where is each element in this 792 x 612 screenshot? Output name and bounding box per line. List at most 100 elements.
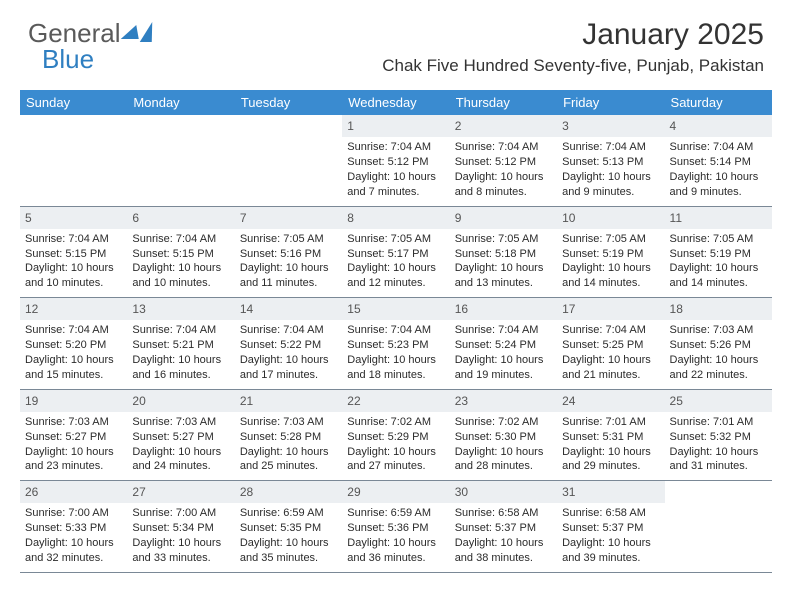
day-cell [127, 115, 234, 206]
sunrise-line: Sunrise: 6:58 AM [455, 506, 552, 521]
title-block: January 2025 Chak Five Hundred Seventy-f… [382, 18, 764, 76]
day-details: Sunrise: 7:05 AMSunset: 5:16 PMDaylight:… [235, 229, 342, 297]
sunrise-line: Sunrise: 7:02 AM [455, 415, 552, 430]
sunrise-line: Sunrise: 7:04 AM [347, 140, 444, 155]
day-cell: 23Sunrise: 7:02 AMSunset: 5:30 PMDayligh… [450, 390, 557, 481]
day-number: 18 [665, 298, 772, 320]
day-cell: 1Sunrise: 7:04 AMSunset: 5:12 PMDaylight… [342, 115, 449, 206]
day-number: 17 [557, 298, 664, 320]
sunset-line: Sunset: 5:37 PM [562, 521, 659, 536]
daylight-line: Daylight: 10 hours and 14 minutes. [670, 261, 767, 291]
day-cell: 25Sunrise: 7:01 AMSunset: 5:32 PMDayligh… [665, 390, 772, 481]
sunrise-line: Sunrise: 7:05 AM [347, 232, 444, 247]
day-cell: 3Sunrise: 7:04 AMSunset: 5:13 PMDaylight… [557, 115, 664, 206]
day-number: 9 [450, 207, 557, 229]
location-subtitle: Chak Five Hundred Seventy-five, Punjab, … [382, 56, 764, 76]
day-details: Sunrise: 6:59 AMSunset: 5:36 PMDaylight:… [342, 503, 449, 571]
day-cell: 17Sunrise: 7:04 AMSunset: 5:25 PMDayligh… [557, 298, 664, 389]
day-number: 28 [235, 481, 342, 503]
day-details: Sunrise: 7:04 AMSunset: 5:13 PMDaylight:… [557, 137, 664, 205]
sunset-line: Sunset: 5:31 PM [562, 430, 659, 445]
sunset-line: Sunset: 5:27 PM [132, 430, 229, 445]
sunrise-line: Sunrise: 7:04 AM [132, 232, 229, 247]
day-cell: 12Sunrise: 7:04 AMSunset: 5:20 PMDayligh… [20, 298, 127, 389]
sunrise-line: Sunrise: 7:04 AM [562, 140, 659, 155]
sunrise-line: Sunrise: 7:00 AM [25, 506, 122, 521]
day-cell: 28Sunrise: 6:59 AMSunset: 5:35 PMDayligh… [235, 481, 342, 572]
daylight-line: Daylight: 10 hours and 27 minutes. [347, 445, 444, 475]
day-details: Sunrise: 7:04 AMSunset: 5:22 PMDaylight:… [235, 320, 342, 388]
day-details: Sunrise: 6:58 AMSunset: 5:37 PMDaylight:… [450, 503, 557, 571]
day-number: 25 [665, 390, 772, 412]
day-number [665, 481, 772, 503]
day-cell: 18Sunrise: 7:03 AMSunset: 5:26 PMDayligh… [665, 298, 772, 389]
sunset-line: Sunset: 5:34 PM [132, 521, 229, 536]
sunrise-line: Sunrise: 7:05 AM [455, 232, 552, 247]
day-cell: 14Sunrise: 7:04 AMSunset: 5:22 PMDayligh… [235, 298, 342, 389]
week-row: 12Sunrise: 7:04 AMSunset: 5:20 PMDayligh… [20, 298, 772, 390]
day-details: Sunrise: 7:02 AMSunset: 5:29 PMDaylight:… [342, 412, 449, 480]
day-number: 12 [20, 298, 127, 320]
sunset-line: Sunset: 5:21 PM [132, 338, 229, 353]
day-number: 10 [557, 207, 664, 229]
sunset-line: Sunset: 5:35 PM [240, 521, 337, 536]
day-details: Sunrise: 7:03 AMSunset: 5:27 PMDaylight:… [127, 412, 234, 480]
daylight-line: Daylight: 10 hours and 16 minutes. [132, 353, 229, 383]
sunset-line: Sunset: 5:28 PM [240, 430, 337, 445]
sunset-line: Sunset: 5:14 PM [670, 155, 767, 170]
week-row: 19Sunrise: 7:03 AMSunset: 5:27 PMDayligh… [20, 390, 772, 482]
sunrise-line: Sunrise: 7:04 AM [347, 323, 444, 338]
day-details: Sunrise: 6:58 AMSunset: 5:37 PMDaylight:… [557, 503, 664, 571]
day-details: Sunrise: 7:04 AMSunset: 5:12 PMDaylight:… [450, 137, 557, 205]
day-cell: 20Sunrise: 7:03 AMSunset: 5:27 PMDayligh… [127, 390, 234, 481]
day-number: 11 [665, 207, 772, 229]
sunrise-line: Sunrise: 7:03 AM [670, 323, 767, 338]
day-details: Sunrise: 7:00 AMSunset: 5:33 PMDaylight:… [20, 503, 127, 571]
day-number: 31 [557, 481, 664, 503]
sunset-line: Sunset: 5:12 PM [347, 155, 444, 170]
day-number: 1 [342, 115, 449, 137]
logo-line2: Blue [42, 44, 94, 75]
day-number: 23 [450, 390, 557, 412]
day-cell: 24Sunrise: 7:01 AMSunset: 5:31 PMDayligh… [557, 390, 664, 481]
sunrise-line: Sunrise: 6:59 AM [240, 506, 337, 521]
dow-header: Sunday [20, 90, 127, 115]
day-cell: 21Sunrise: 7:03 AMSunset: 5:28 PMDayligh… [235, 390, 342, 481]
day-details: Sunrise: 7:03 AMSunset: 5:26 PMDaylight:… [665, 320, 772, 388]
sunset-line: Sunset: 5:19 PM [670, 247, 767, 262]
day-number: 8 [342, 207, 449, 229]
sunset-line: Sunset: 5:13 PM [562, 155, 659, 170]
daylight-line: Daylight: 10 hours and 25 minutes. [240, 445, 337, 475]
day-details: Sunrise: 7:04 AMSunset: 5:14 PMDaylight:… [665, 137, 772, 205]
weeks-container: 1Sunrise: 7:04 AMSunset: 5:12 PMDaylight… [20, 115, 772, 573]
day-details: Sunrise: 7:04 AMSunset: 5:12 PMDaylight:… [342, 137, 449, 205]
daylight-line: Daylight: 10 hours and 8 minutes. [455, 170, 552, 200]
daylight-line: Daylight: 10 hours and 10 minutes. [25, 261, 122, 291]
day-number: 16 [450, 298, 557, 320]
day-of-week-row: SundayMondayTuesdayWednesdayThursdayFrid… [20, 90, 772, 115]
day-cell: 29Sunrise: 6:59 AMSunset: 5:36 PMDayligh… [342, 481, 449, 572]
day-cell: 9Sunrise: 7:05 AMSunset: 5:18 PMDaylight… [450, 207, 557, 298]
daylight-line: Daylight: 10 hours and 7 minutes. [347, 170, 444, 200]
day-number: 3 [557, 115, 664, 137]
daylight-line: Daylight: 10 hours and 32 minutes. [25, 536, 122, 566]
day-details: Sunrise: 7:04 AMSunset: 5:25 PMDaylight:… [557, 320, 664, 388]
sunset-line: Sunset: 5:17 PM [347, 247, 444, 262]
sunrise-line: Sunrise: 7:03 AM [25, 415, 122, 430]
sunset-line: Sunset: 5:12 PM [455, 155, 552, 170]
day-details: Sunrise: 7:04 AMSunset: 5:20 PMDaylight:… [20, 320, 127, 388]
day-cell: 8Sunrise: 7:05 AMSunset: 5:17 PMDaylight… [342, 207, 449, 298]
day-number: 6 [127, 207, 234, 229]
day-details: Sunrise: 7:05 AMSunset: 5:19 PMDaylight:… [665, 229, 772, 297]
day-number: 26 [20, 481, 127, 503]
sunrise-line: Sunrise: 7:04 AM [25, 323, 122, 338]
sunrise-line: Sunrise: 7:05 AM [240, 232, 337, 247]
sunrise-line: Sunrise: 7:01 AM [670, 415, 767, 430]
dow-header: Monday [127, 90, 234, 115]
daylight-line: Daylight: 10 hours and 15 minutes. [25, 353, 122, 383]
sunrise-line: Sunrise: 7:02 AM [347, 415, 444, 430]
day-cell: 22Sunrise: 7:02 AMSunset: 5:29 PMDayligh… [342, 390, 449, 481]
day-cell [665, 481, 772, 572]
daylight-line: Daylight: 10 hours and 39 minutes. [562, 536, 659, 566]
sunset-line: Sunset: 5:37 PM [455, 521, 552, 536]
